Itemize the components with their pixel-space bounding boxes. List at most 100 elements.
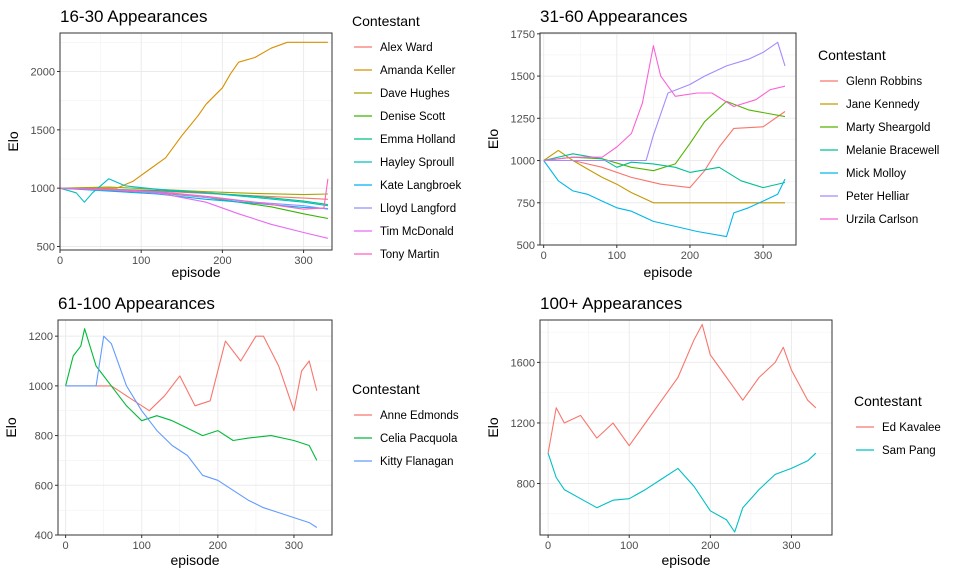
legend-label: Tony Martin — [380, 249, 439, 261]
legend-label: Alex Ward — [380, 42, 433, 54]
y-tick-label: 1600 — [511, 357, 535, 369]
legend-label: Marty Sheargold — [846, 122, 930, 134]
legend-label: Amanda Keller — [380, 65, 456, 77]
y-axis-title: Elo — [485, 129, 501, 149]
legend-label: Peter Helliar — [846, 191, 909, 203]
series-line-melanie-bracewell — [543, 153, 786, 189]
x-axis-title: episode — [171, 264, 220, 280]
legend-label: Mick Molloy — [846, 168, 906, 180]
y-tick-label: 1250 — [511, 113, 535, 125]
y-tick-label: 1200 — [511, 418, 535, 430]
legend: Contestant Alex Ward Amanda Keller Dave Hug… — [352, 13, 461, 261]
series-line-peter-helliar — [543, 41, 786, 162]
x-tick-label: 300 — [285, 540, 303, 552]
plot-background — [540, 320, 832, 535]
plot-border — [539, 319, 833, 536]
x-tick-label: 100 — [132, 255, 150, 267]
legend-label: Celia Pacquola — [380, 433, 458, 445]
y-tick-label: 1500 — [31, 125, 55, 137]
series-line-celia-pacquola — [65, 328, 318, 461]
legend: Contestant Ed Kavalee Sam Pang — [854, 393, 941, 457]
series-line-kate-langbroek — [59, 187, 328, 210]
y-tick-label: 400 — [35, 530, 53, 542]
x-tick-label: 100 — [608, 250, 626, 262]
series-line-tony-martin — [59, 178, 329, 210]
y-tick-label: 600 — [35, 480, 53, 492]
x-tick-label: 300 — [294, 255, 312, 267]
legend-label: Emma Holland — [380, 134, 455, 146]
series-line-tim-mcdonald — [59, 187, 329, 239]
series-line-mick-molloy — [543, 160, 786, 238]
series-line-dave-hughes — [59, 186, 328, 196]
y-axis-title: Elo — [5, 131, 21, 151]
chart-panel-1: 0 100 200 300 500 1000 1500 2000 16-30 Appearanc… — [5, 7, 461, 280]
x-tick-label: 0 — [545, 540, 551, 552]
plot-background — [58, 320, 332, 535]
legend-title: Contestant — [352, 381, 420, 397]
series-line-hayley-sproull — [59, 178, 328, 207]
y-tick-label: 1750 — [511, 29, 535, 41]
plot-border — [57, 319, 333, 536]
legend-label: Jane Kennedy — [846, 99, 920, 111]
series-line-amanda-keller — [60, 41, 328, 189]
legend-label: Glenn Robbins — [846, 76, 922, 88]
legend-label: Lloyd Langford — [380, 203, 456, 215]
series-line-urzila-carlson — [543, 45, 786, 162]
plot-background — [540, 33, 796, 245]
x-axis-title: episode — [643, 264, 692, 280]
y-tick-label: 1000 — [31, 183, 55, 195]
series-line-marty-sheargold — [543, 100, 786, 172]
x-tick-label: 200 — [213, 255, 231, 267]
legend-title: Contestant — [352, 13, 420, 29]
plot-background — [60, 33, 332, 250]
y-axis-title: Elo — [485, 417, 501, 437]
x-axis-title: episode — [661, 552, 710, 568]
legend-label: Anne Edmonds — [380, 410, 459, 422]
series-line-jane-kennedy — [543, 149, 785, 204]
legend-label: Ed Kavalee — [882, 422, 941, 434]
legend-title: Contestant — [854, 393, 922, 409]
legend-label: Tim McDonald — [380, 226, 454, 238]
x-tick-label: 0 — [57, 255, 63, 267]
chart-title: 16-30 Appearances — [60, 7, 207, 26]
chart-title: 61-100 Appearances — [58, 294, 215, 313]
y-tick-label: 1500 — [511, 71, 535, 83]
y-tick-label: 750 — [517, 198, 535, 210]
x-tick-label: 100 — [133, 540, 151, 552]
series-line-sam-pang — [547, 452, 817, 533]
plot-border — [59, 32, 333, 251]
legend-label: Dave Hughes — [380, 88, 450, 100]
y-tick-label: 500 — [37, 242, 55, 254]
x-tick-label: 0 — [63, 540, 69, 552]
legend-label: Kate Langbroek — [380, 180, 461, 192]
y-axis-title: Elo — [3, 417, 19, 437]
legend-title: Contestant — [818, 47, 886, 63]
legend-label: Hayley Sproull — [380, 157, 454, 169]
y-tick-label: 2000 — [31, 67, 55, 79]
chart-panel-4: 0 100 200 300 800 1200 1600 100+ Appearances epi… — [485, 294, 941, 568]
chart-title: 31-60 Appearances — [540, 7, 687, 26]
legend-label: Melanie Bracewell — [846, 145, 939, 157]
series-line-ed-kavalee — [547, 323, 817, 454]
series-line-kitty-flanagan — [65, 335, 318, 528]
y-tick-label: 800 — [35, 431, 53, 443]
x-tick-label: 300 — [782, 540, 800, 552]
x-tick-label: 100 — [620, 540, 638, 552]
legend-label: Denise Scott — [380, 111, 446, 123]
legend: Contestant Glenn Robbins Jane Kennedy Marty… — [818, 47, 939, 226]
y-tick-label: 500 — [517, 240, 535, 252]
chart-title: 100+ Appearances — [540, 294, 682, 313]
x-tick-label: 200 — [209, 540, 227, 552]
legend-label: Urzila Carlson — [846, 214, 918, 226]
plot-border — [539, 32, 797, 246]
legend: Contestant Anne Edmonds Celia Pacquola Kitt… — [352, 381, 459, 468]
series-line-glenn-robbins — [543, 111, 786, 189]
x-axis-title: episode — [170, 552, 219, 568]
x-tick-label: 200 — [701, 540, 719, 552]
y-tick-label: 1000 — [511, 156, 535, 168]
legend-label: Kitty Flanagan — [380, 456, 454, 468]
x-tick-label: 0 — [541, 250, 547, 262]
x-tick-label: 200 — [681, 250, 699, 262]
chart-panel-2: 0 100 200 300 500 750 1000 1250 1500 1750 31-60 Ap… — [485, 7, 939, 280]
